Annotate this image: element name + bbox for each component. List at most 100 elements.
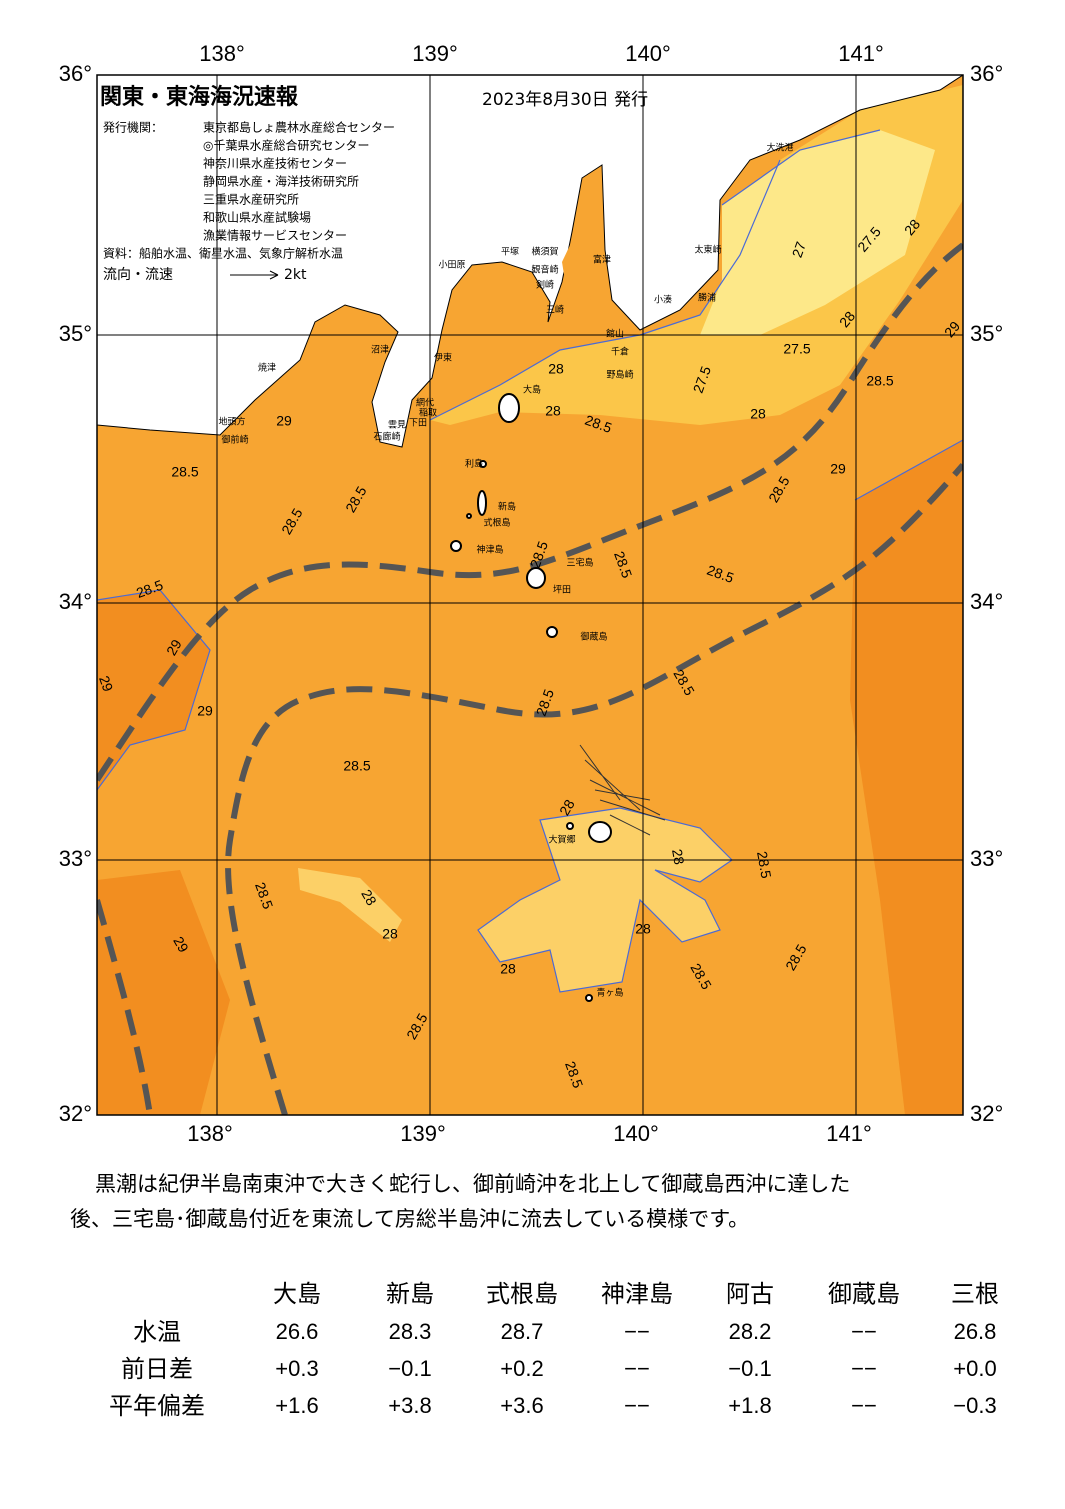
contour-label: 28 bbox=[669, 848, 687, 866]
contour-label: 28 bbox=[556, 796, 578, 818]
title: 関東・東海海況速報 bbox=[100, 84, 299, 110]
map bbox=[97, 75, 963, 1115]
place-label: 小湊 bbox=[654, 294, 672, 306]
place-label: 野島崎 bbox=[606, 369, 633, 381]
legend-speed: 2kt bbox=[284, 267, 307, 283]
lon-label: 138° bbox=[187, 1121, 233, 1146]
contour-label: 28.5 bbox=[171, 464, 198, 480]
place-label: 地頭方 bbox=[218, 416, 245, 428]
lon-label: 140° bbox=[625, 41, 671, 66]
table-cell: 26.6 bbox=[276, 1319, 319, 1344]
table-cell: 28.3 bbox=[389, 1319, 432, 1344]
agency: 漁業情報サービスセンター bbox=[203, 229, 347, 243]
place-label: 御蔵島 bbox=[580, 631, 607, 643]
table-cell: −− bbox=[851, 1393, 877, 1418]
place-label: 網代 bbox=[416, 397, 434, 409]
table-cell: +1.6 bbox=[275, 1393, 318, 1418]
lon-label: 141° bbox=[826, 1121, 872, 1146]
cool-area bbox=[700, 130, 935, 335]
place-label: 神津島 bbox=[476, 544, 503, 556]
table-header: 神津島 bbox=[601, 1280, 673, 1308]
table-cell: −− bbox=[624, 1393, 650, 1418]
table-cell: +1.8 bbox=[728, 1393, 771, 1418]
table-cell: +0.0 bbox=[953, 1356, 996, 1381]
place-label: 太東崎 bbox=[694, 244, 721, 256]
contour-label: 28 bbox=[382, 926, 398, 942]
place-label: 小田原 bbox=[438, 260, 465, 271]
place-label: 大洗港 bbox=[766, 142, 793, 154]
place-label: 大島 bbox=[523, 384, 541, 396]
description: 後、三宅島･御蔵島付近を東流して房総半島沖に流去している模様です。 bbox=[70, 1207, 749, 1231]
place-label: 平塚 bbox=[501, 247, 519, 258]
table-header: 新島 bbox=[386, 1280, 434, 1308]
agency: 和歌山県水産試験場 bbox=[203, 210, 311, 225]
place-label: 三崎 bbox=[546, 304, 564, 316]
lat-label: 36° bbox=[59, 61, 92, 86]
place-label: 雲見 bbox=[388, 420, 406, 431]
legend-arrow-head bbox=[269, 270, 279, 280]
table-cell: −− bbox=[851, 1356, 877, 1381]
lat-label: 33° bbox=[970, 846, 1003, 871]
current-vectors bbox=[579, 744, 666, 836]
place-label: 稲取 bbox=[419, 407, 437, 419]
place-label: 沼津 bbox=[371, 345, 389, 356]
contour-label: 28.5 bbox=[754, 850, 775, 880]
place-label: 千倉 bbox=[611, 346, 629, 358]
row-label: 水温 bbox=[133, 1318, 181, 1346]
land bbox=[97, 75, 963, 448]
lat-label: 34° bbox=[59, 589, 92, 614]
contour-label: 28.5 bbox=[343, 758, 370, 774]
lon-label: 139° bbox=[400, 1121, 446, 1146]
contour-label: 29 bbox=[276, 413, 292, 429]
contour-label: 28 bbox=[635, 921, 651, 937]
place-label: 石廊崎 bbox=[373, 431, 400, 443]
place-label: 三宅島 bbox=[566, 557, 593, 569]
contour-label: 28 bbox=[750, 406, 766, 422]
contour-label: 28 bbox=[548, 361, 564, 377]
table-cell: +3.8 bbox=[388, 1393, 431, 1418]
table-cell: −0.3 bbox=[953, 1393, 996, 1418]
graticule bbox=[97, 75, 963, 1115]
table-cell: −− bbox=[624, 1356, 650, 1381]
table-cell: 28.7 bbox=[501, 1319, 544, 1344]
description: 黒潮は紀伊半島南東沖で大きく蛇行し、御前崎沖を北上して御蔵島西沖に達した bbox=[95, 1172, 850, 1196]
islands bbox=[450, 393, 612, 1002]
place-label: 勝浦 bbox=[698, 292, 716, 304]
lon-label: 141° bbox=[838, 41, 884, 66]
place-label: 横須賀 bbox=[531, 246, 558, 258]
table-cell: 26.8 bbox=[954, 1319, 997, 1344]
row-label: 前日差 bbox=[121, 1355, 193, 1383]
table-header: 阿古 bbox=[726, 1280, 774, 1308]
table-header: 御蔵島 bbox=[828, 1280, 900, 1308]
table-header: 大島 bbox=[273, 1280, 321, 1308]
table-header: 三根 bbox=[951, 1280, 999, 1308]
contour-label: 29 bbox=[197, 703, 213, 719]
place-label: 新島 bbox=[498, 501, 516, 513]
bay bbox=[562, 220, 598, 312]
lat-label: 32° bbox=[970, 1101, 1003, 1126]
agency: 東京都島しょ農林水産総合センター bbox=[203, 120, 395, 135]
place-label: 伊東 bbox=[434, 352, 452, 364]
contour-label: 28 bbox=[545, 403, 561, 419]
agency: 静岡県水産・海洋技術研究所 bbox=[203, 174, 359, 189]
table-cell: −− bbox=[851, 1319, 877, 1344]
lat-label: 33° bbox=[59, 846, 92, 871]
lon-label: 140° bbox=[613, 1121, 659, 1146]
table-cell: +3.6 bbox=[500, 1393, 543, 1418]
agency: 三重県水産研究所 bbox=[203, 192, 299, 207]
source: 資料：船舶水温、衛星水温、気象庁解析水温 bbox=[103, 246, 343, 261]
table-cell: −0.1 bbox=[388, 1356, 431, 1381]
contour-label: 28 bbox=[500, 961, 516, 977]
table-header: 式根島 bbox=[486, 1280, 558, 1308]
place-label: 館山 bbox=[606, 328, 624, 340]
contour-label: 29 bbox=[170, 934, 192, 956]
place-label: 下田 bbox=[409, 418, 427, 429]
lat-label: 34° bbox=[970, 589, 1003, 614]
contour-label: 27 bbox=[789, 239, 809, 259]
lat-label: 35° bbox=[59, 321, 92, 346]
place-label: 御前崎 bbox=[221, 434, 248, 446]
place-label: 利島 bbox=[465, 458, 483, 470]
contour-label: 29 bbox=[163, 636, 185, 658]
legend-label: 流向・流速 bbox=[103, 267, 173, 283]
